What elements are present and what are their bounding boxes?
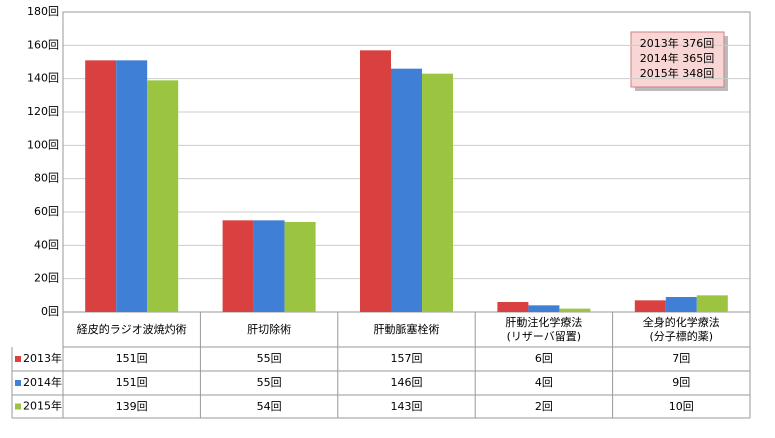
table-value: 157回	[390, 352, 423, 365]
legend-label: 2015年	[23, 399, 62, 413]
table-value: 151回	[115, 376, 148, 389]
legend-swatch	[15, 356, 21, 362]
category-label: 肝動脈塞栓術	[373, 322, 440, 336]
table-value: 55回	[256, 352, 282, 365]
bar	[222, 220, 254, 312]
bar	[253, 220, 285, 312]
table-value: 55回	[256, 376, 282, 389]
bar	[391, 68, 422, 313]
annotation-line: 2013年 376回	[640, 36, 715, 50]
table-value: 6回	[534, 352, 553, 365]
bar	[559, 308, 591, 312]
legend-swatch	[15, 403, 21, 410]
y-tick-label: 140回	[27, 72, 59, 85]
y-tick-label: 160回	[27, 38, 59, 51]
bar	[116, 60, 148, 313]
category-label: 経皮的ラジオ波焼灼術	[76, 322, 187, 336]
y-tick-label: 40回	[34, 238, 59, 251]
bar	[528, 305, 560, 312]
annotation-line: 2014年 365回	[640, 51, 715, 65]
y-tick-label: 20回	[34, 272, 59, 285]
y-tick-label: 100回	[27, 138, 59, 151]
table-value: 10回	[668, 399, 694, 413]
annotation-box	[630, 31, 725, 88]
legend-swatch	[15, 380, 21, 386]
y-tick-label: 180回	[27, 5, 59, 18]
table-value: 151回	[115, 352, 148, 365]
bar	[147, 80, 179, 312]
bar	[497, 302, 529, 312]
table-value: 139回	[115, 399, 148, 413]
bar	[696, 295, 728, 312]
table-value: 9回	[672, 376, 691, 389]
category-label: 肝動注化学療法 (リザーバ留置)	[505, 315, 583, 343]
table-value: 4回	[534, 376, 553, 389]
y-tick-label: 80回	[34, 172, 59, 185]
y-tick-label: 60回	[34, 205, 59, 218]
table-value: 143回	[390, 399, 423, 413]
bar	[634, 300, 666, 312]
table-value: 146回	[390, 376, 423, 389]
bar	[422, 73, 453, 313]
annotation-line: 2015年 348回	[640, 66, 715, 80]
bar	[284, 222, 316, 312]
bar	[85, 60, 117, 313]
category-label: 肝切除術	[247, 322, 292, 336]
y-tick-label: 120回	[27, 105, 59, 118]
table-value: 54回	[256, 399, 282, 413]
legend-label: 2014年	[23, 375, 62, 389]
bar	[360, 50, 391, 312]
table-value: 7回	[672, 352, 691, 365]
legend-label: 2013年	[23, 351, 62, 365]
category-label: 全身的化学療法 (分子標的薬)	[642, 315, 720, 343]
bar	[665, 297, 697, 312]
table-value: 2回	[534, 399, 553, 413]
y-tick-label: 0回	[41, 305, 59, 318]
